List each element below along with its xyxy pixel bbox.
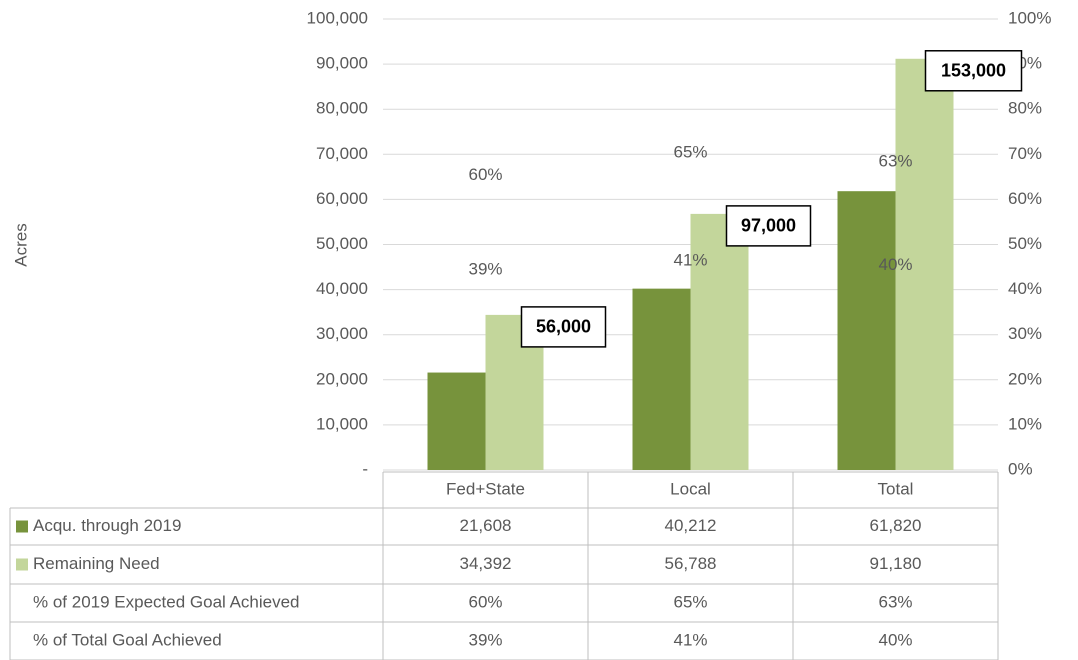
data-label: 60%: [468, 165, 502, 184]
y2-tick-label: 70%: [1008, 144, 1042, 163]
y-axis-label: Acres: [11, 223, 30, 266]
legend-swatch: [16, 558, 28, 571]
y-tick-label: -: [362, 459, 368, 478]
y-tick-label: 100,000: [307, 8, 368, 27]
table-cell: 91,180: [870, 554, 922, 573]
y2-tick-label: 100%: [1008, 8, 1051, 27]
x-tick-label: Total: [878, 479, 914, 498]
table-cell: 39%: [468, 630, 502, 649]
data-label: 40%: [878, 255, 912, 274]
legend-swatch: [16, 520, 28, 533]
legend-label: % of Total Goal Achieved: [33, 630, 222, 649]
y2-tick-label: 80%: [1008, 99, 1042, 118]
bar: [895, 58, 954, 470]
bar: [837, 191, 896, 470]
y-tick-label: 30,000: [316, 324, 368, 343]
y-tick-label: 40,000: [316, 279, 368, 298]
table-cell: 56,788: [665, 554, 717, 573]
y2-tick-label: 30%: [1008, 324, 1042, 343]
y2-tick-label: 60%: [1008, 189, 1042, 208]
table-cell: 65%: [673, 592, 707, 611]
bar: [427, 372, 486, 470]
total-label: 56,000: [536, 317, 591, 337]
data-label: 41%: [673, 251, 707, 270]
total-box: [520, 306, 607, 348]
y-tick-label: 80,000: [316, 99, 368, 118]
y-tick-label: 20,000: [316, 369, 368, 388]
y-tick-label: 90,000: [316, 54, 368, 73]
y2-tick-label: 20%: [1008, 369, 1042, 388]
bar: [632, 288, 691, 470]
table-cell: 61,820: [870, 516, 922, 535]
total-label: 97,000: [741, 216, 796, 236]
legend-label: Acqu. through 2019: [33, 516, 181, 535]
y-tick-label: 60,000: [316, 189, 368, 208]
table-cell: 34,392: [460, 554, 512, 573]
y-tick-label: 50,000: [316, 234, 368, 253]
total-box: [725, 205, 812, 247]
table-cell: 40,212: [665, 516, 717, 535]
table-cell: 63%: [878, 592, 912, 611]
y-tick-label: 70,000: [316, 144, 368, 163]
x-tick-label: Local: [670, 479, 711, 498]
table-cell: 60%: [468, 592, 502, 611]
total-label: 153,000: [941, 61, 1006, 81]
y2-tick-label: 50%: [1008, 234, 1042, 253]
legend-label: Remaining Need: [33, 554, 160, 573]
y2-tick-label: 0%: [1008, 459, 1033, 478]
y2-tick-label: 40%: [1008, 279, 1042, 298]
legend-label: % of 2019 Expected Goal Achieved: [33, 592, 300, 611]
data-label: 63%: [878, 151, 912, 170]
y2-tick-label: 10%: [1008, 414, 1042, 433]
data-label: 39%: [468, 260, 502, 279]
total-box: [924, 50, 1023, 92]
table-cell: 40%: [878, 630, 912, 649]
bar: [690, 213, 749, 471]
y-tick-label: 10,000: [316, 414, 368, 433]
table-cell: 41%: [673, 630, 707, 649]
table-cell: 21,608: [460, 516, 512, 535]
x-tick-label: Fed+State: [446, 479, 525, 498]
data-label: 65%: [673, 142, 707, 161]
